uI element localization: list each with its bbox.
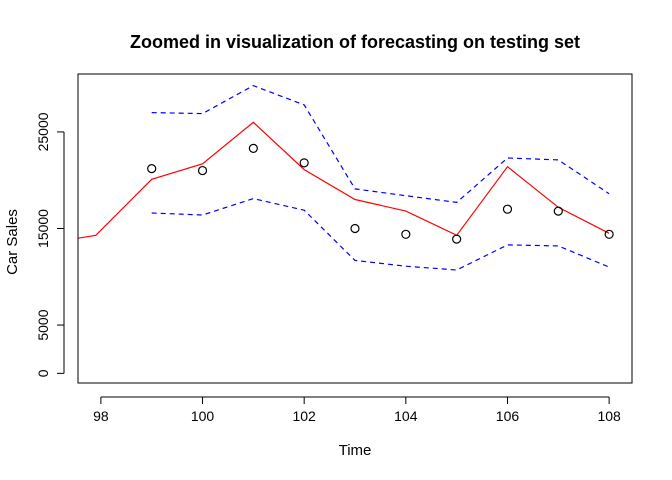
data-point — [604, 229, 614, 239]
y-tick-label: 25000 — [35, 112, 51, 151]
data-point — [350, 223, 360, 234]
y-tick-label: 15000 — [35, 209, 51, 248]
x-tick-label: 98 — [93, 408, 109, 424]
data-point — [502, 204, 513, 214]
y-tick-label: 5000 — [35, 309, 51, 340]
data-point — [401, 229, 411, 239]
axes-layer: 98 100 102 104 106 108 0 5000 15000 25000 — [35, 112, 621, 424]
plot-frame — [77, 73, 633, 384]
data-point — [299, 158, 309, 168]
chart-title: Zoomed in visualization of forecasting o… — [130, 32, 580, 52]
forecast-line — [78, 121, 610, 239]
series-layer — [78, 84, 614, 271]
data-point — [553, 206, 563, 216]
lower-interval-line — [151, 197, 610, 271]
x-tick-label: 104 — [394, 408, 418, 424]
x-tick-label: 108 — [597, 408, 621, 424]
x-tick-label: 106 — [496, 408, 520, 424]
data-point — [147, 164, 157, 174]
data-point — [197, 165, 208, 176]
x-axis-label: Time — [339, 442, 372, 459]
x-tick-label: 100 — [191, 408, 215, 424]
upper-interval-line — [151, 84, 610, 204]
y-axis-label: Car Sales — [4, 209, 21, 275]
y-tick-label: 0 — [35, 369, 51, 377]
x-tick-label: 102 — [292, 408, 316, 424]
data-point — [452, 234, 462, 244]
data-point — [248, 143, 258, 153]
